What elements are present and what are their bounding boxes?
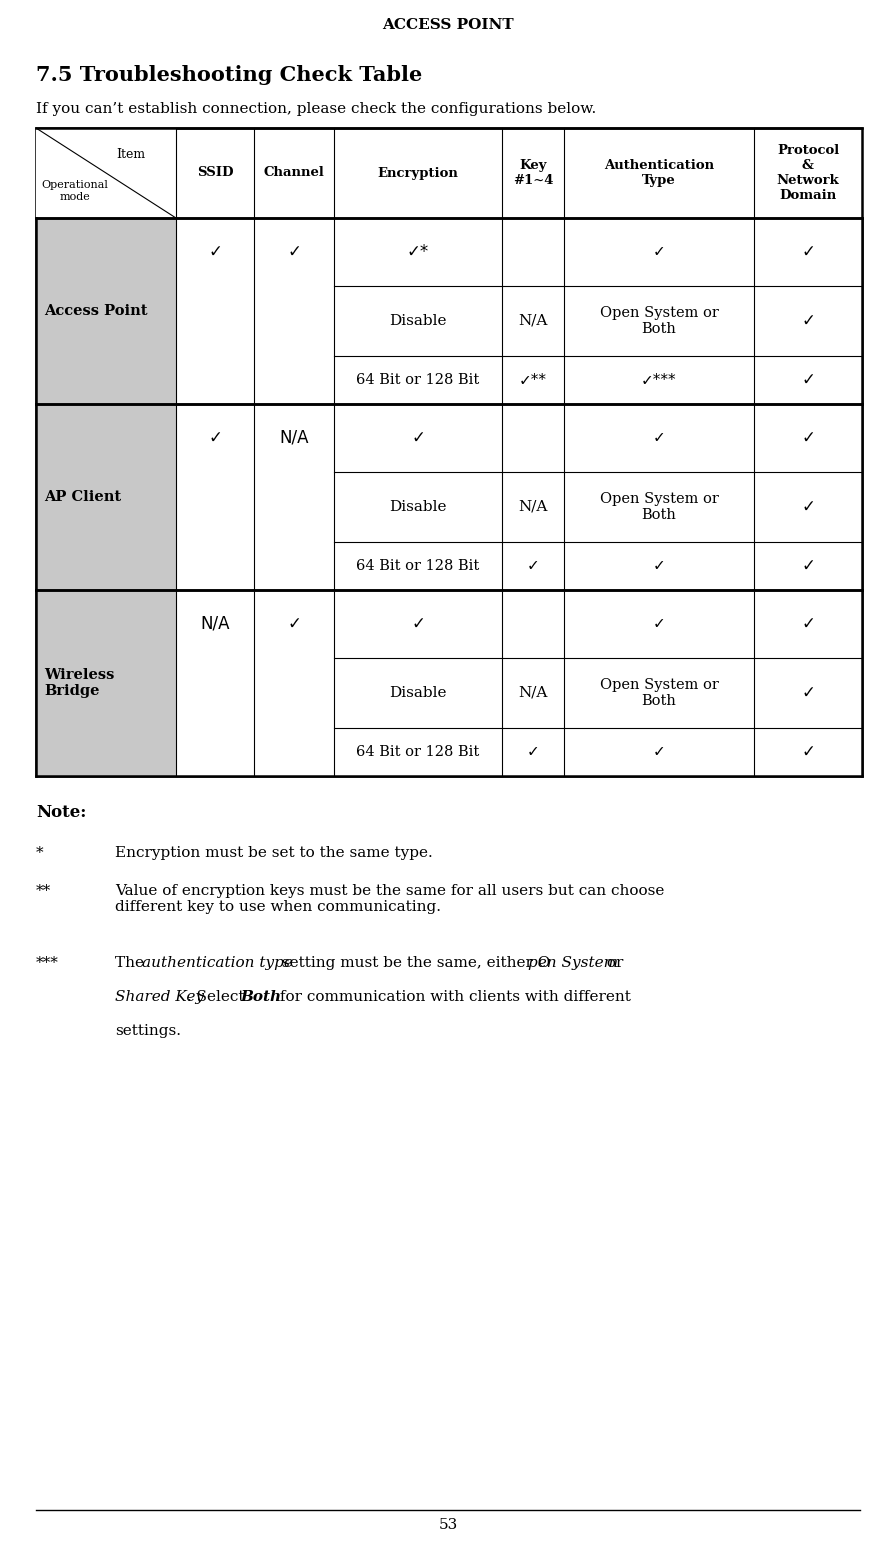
- Text: Authentication
Type: Authentication Type: [604, 158, 714, 186]
- Text: pen System: pen System: [528, 957, 618, 971]
- Text: Disable: Disable: [389, 314, 447, 328]
- Bar: [176, 217, 862, 404]
- Text: Key
#1~4: Key #1~4: [513, 158, 553, 186]
- Text: ✓: ✓: [801, 615, 815, 634]
- Text: ✓: ✓: [801, 371, 815, 388]
- Text: ✓: ✓: [652, 559, 666, 573]
- Text: 7.5 Troubleshooting Check Table: 7.5 Troubleshooting Check Table: [36, 65, 422, 85]
- Bar: [36, 217, 176, 404]
- Text: . Select: . Select: [187, 989, 249, 1003]
- Text: N/A: N/A: [280, 429, 309, 447]
- Text: Shared Key: Shared Key: [115, 989, 204, 1003]
- Text: ✓***: ✓***: [642, 373, 676, 388]
- Text: 64 Bit or 128 Bit: 64 Bit or 128 Bit: [357, 745, 479, 759]
- Text: Disable: Disable: [389, 500, 447, 514]
- Text: ✓: ✓: [287, 242, 301, 261]
- Text: *: *: [36, 846, 44, 860]
- Bar: [36, 127, 176, 217]
- Text: **: **: [36, 884, 51, 898]
- Text: setting must be the same, either O: setting must be the same, either O: [277, 957, 550, 971]
- Text: ✓: ✓: [801, 312, 815, 329]
- Text: ✓*: ✓*: [407, 242, 429, 261]
- Text: Note:: Note:: [36, 804, 86, 822]
- Text: 53: 53: [438, 1517, 458, 1531]
- Text: Open System or
Both: Open System or Both: [599, 306, 719, 335]
- Bar: [176, 404, 862, 590]
- Text: for communication with clients with different: for communication with clients with diff…: [275, 989, 631, 1003]
- Text: Value of encryption keys must be the same for all users but can choose
different: Value of encryption keys must be the sam…: [115, 884, 664, 915]
- Text: authentication type: authentication type: [142, 957, 293, 971]
- Text: N/A: N/A: [200, 615, 229, 634]
- Text: ✓: ✓: [652, 617, 666, 632]
- Text: ✓: ✓: [801, 429, 815, 447]
- Bar: [36, 127, 862, 776]
- Text: SSID: SSID: [197, 166, 233, 180]
- Text: Operational
mode: Operational mode: [42, 180, 108, 202]
- Text: ✓: ✓: [801, 558, 815, 575]
- Text: ✓: ✓: [801, 742, 815, 761]
- Text: N/A: N/A: [518, 686, 547, 700]
- Text: ✓: ✓: [801, 683, 815, 702]
- Text: AP Client: AP Client: [44, 491, 121, 505]
- Text: ✓: ✓: [411, 429, 425, 447]
- Text: ✓: ✓: [208, 429, 222, 447]
- Text: N/A: N/A: [518, 314, 547, 328]
- Text: ✓: ✓: [287, 615, 301, 634]
- Text: Item: Item: [116, 148, 146, 162]
- Text: 64 Bit or 128 Bit: 64 Bit or 128 Bit: [357, 373, 479, 387]
- Text: ✓: ✓: [411, 615, 425, 634]
- Text: Open System or
Both: Open System or Both: [599, 679, 719, 708]
- Text: Both: Both: [240, 989, 281, 1003]
- Text: ***: ***: [36, 957, 59, 971]
- Bar: [36, 590, 176, 776]
- Bar: [176, 590, 862, 776]
- Text: ACCESS POINT: ACCESS POINT: [383, 19, 513, 33]
- Text: ✓: ✓: [652, 244, 666, 259]
- Text: ✓: ✓: [652, 430, 666, 446]
- Text: 64 Bit or 128 Bit: 64 Bit or 128 Bit: [357, 559, 479, 573]
- Text: Encryption must be set to the same type.: Encryption must be set to the same type.: [115, 846, 433, 860]
- Text: ✓**: ✓**: [519, 373, 547, 388]
- Text: settings.: settings.: [115, 1023, 181, 1037]
- Text: or: or: [602, 957, 624, 971]
- Text: ✓: ✓: [527, 559, 539, 573]
- Text: ✓: ✓: [652, 744, 666, 759]
- Text: Disable: Disable: [389, 686, 447, 700]
- Text: Encryption: Encryption: [377, 166, 459, 180]
- Text: Access Point: Access Point: [44, 304, 148, 318]
- Text: Protocol
&
Network
Domain: Protocol & Network Domain: [777, 144, 840, 202]
- Bar: [36, 404, 176, 590]
- Text: If you can’t establish connection, please check the configurations below.: If you can’t establish connection, pleas…: [36, 102, 596, 116]
- Text: Open System or
Both: Open System or Both: [599, 492, 719, 522]
- Text: Wireless
Bridge: Wireless Bridge: [44, 668, 115, 699]
- Text: ✓: ✓: [527, 744, 539, 759]
- Text: The: The: [115, 957, 149, 971]
- Text: ✓: ✓: [208, 242, 222, 261]
- Text: Channel: Channel: [263, 166, 324, 180]
- Text: ✓: ✓: [801, 499, 815, 516]
- Text: N/A: N/A: [518, 500, 547, 514]
- Text: ✓: ✓: [801, 242, 815, 261]
